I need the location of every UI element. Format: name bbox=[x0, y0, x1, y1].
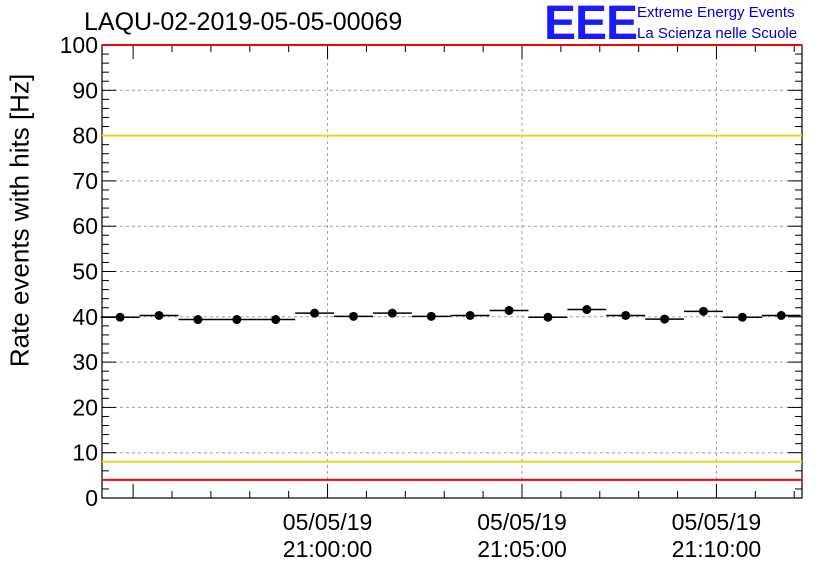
x-tick-label-date: 05/05/19 bbox=[477, 509, 567, 535]
data-point bbox=[582, 305, 592, 315]
x-tick-label-time: 21:00:00 bbox=[283, 536, 373, 562]
data-point bbox=[310, 308, 320, 318]
data-point bbox=[232, 315, 242, 325]
data-point bbox=[271, 315, 281, 325]
logo-line-1: Extreme Energy Events bbox=[637, 4, 795, 21]
data-point bbox=[387, 308, 397, 318]
y-tick-label: 20 bbox=[72, 394, 98, 420]
data-point bbox=[154, 310, 164, 320]
y-tick-label: 0 bbox=[85, 485, 98, 511]
logo-line-2: La Scienza nelle Scuole bbox=[637, 25, 798, 42]
y-tick-label: 10 bbox=[72, 440, 98, 466]
y-tick-label: 30 bbox=[72, 349, 98, 375]
data-point bbox=[193, 315, 203, 325]
chart-title: LAQU-02-2019-05-05-00069 bbox=[84, 8, 403, 36]
y-tick-label: 100 bbox=[60, 32, 98, 58]
data-point bbox=[115, 312, 125, 322]
y-tick-label: 80 bbox=[72, 123, 98, 149]
data-point bbox=[698, 306, 708, 316]
y-tick-label: 90 bbox=[72, 77, 98, 103]
x-tick-label-date: 05/05/19 bbox=[672, 509, 762, 535]
eee-logo: EEE bbox=[544, 0, 638, 50]
data-point bbox=[348, 311, 358, 321]
y-tick-label: 60 bbox=[72, 213, 98, 239]
x-tick-label-date: 05/05/19 bbox=[283, 509, 373, 535]
x-tick-label-time: 21:05:00 bbox=[477, 536, 567, 562]
data-point bbox=[426, 311, 436, 321]
data-point bbox=[660, 314, 670, 324]
y-tick-label: 50 bbox=[72, 259, 98, 285]
data-point bbox=[621, 310, 631, 320]
y-tick-label: 70 bbox=[72, 168, 98, 194]
y-tick-label: 40 bbox=[72, 304, 98, 330]
x-tick-label-time: 21:10:00 bbox=[672, 536, 762, 562]
data-point bbox=[504, 305, 514, 315]
data-point bbox=[465, 310, 475, 320]
data-point bbox=[543, 312, 553, 322]
data-point bbox=[776, 310, 786, 320]
data-point bbox=[737, 312, 747, 322]
